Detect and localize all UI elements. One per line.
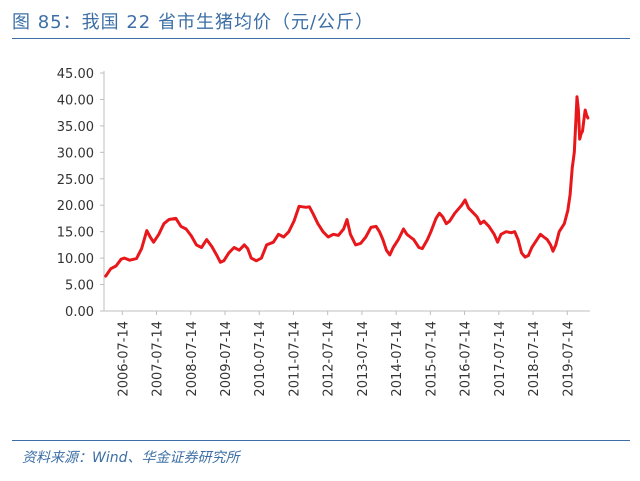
title-underline: [12, 38, 630, 39]
y-tick-label: 40.00: [57, 93, 94, 108]
x-tick-label: 2019-07-14: [561, 321, 576, 397]
x-tick-label: 2017-07-14: [493, 321, 508, 397]
x-tick-label: 2010-07-14: [253, 321, 268, 397]
y-axis: 0.00 5.00 10.00 15.00 20.00 25.00 30.00 35.00 40…: [57, 67, 105, 320]
x-tick-label: 2016-07-14: [459, 321, 474, 397]
y-tick-label: 10.00: [57, 252, 94, 267]
x-tick-label: 2012-07-14: [322, 321, 337, 397]
source-note: 资料来源：Wind、华金证券研究所: [22, 450, 240, 466]
y-tick-label: 35.00: [57, 120, 94, 135]
y-tick-label: 0.00: [65, 305, 94, 320]
figure-title: 图 85：我国 22 省市生猪均价（元/公斤）: [12, 12, 375, 33]
x-tick-label: 2008-07-14: [185, 321, 200, 397]
y-tick-label: 25.00: [57, 173, 94, 188]
y-tick-label: 30.00: [57, 146, 94, 161]
source-divider: [12, 440, 630, 441]
x-tick-label: 2018-07-14: [527, 321, 542, 397]
x-tick-label: 2006-07-14: [116, 321, 131, 397]
y-tick-label: 45.00: [57, 67, 94, 82]
y-tick-label: 5.00: [65, 279, 94, 294]
x-axis: 2006-07-14 2007-07-14 2008-07-14 2009-07-14…: [104, 310, 590, 397]
x-tick-label: 2015-07-14: [424, 321, 439, 397]
price-series-line: [104, 95, 590, 278]
x-tick-label: 2013-07-14: [356, 321, 371, 397]
x-tick-label: 2011-07-14: [287, 321, 302, 397]
x-tick-label: 2007-07-14: [151, 321, 166, 397]
y-tick-label: 15.00: [57, 226, 94, 241]
series-layer: [104, 95, 590, 278]
y-tick-label: 20.00: [57, 199, 94, 214]
x-tick-label: 2014-07-14: [390, 321, 405, 397]
x-tick-label: 2009-07-14: [219, 321, 234, 397]
